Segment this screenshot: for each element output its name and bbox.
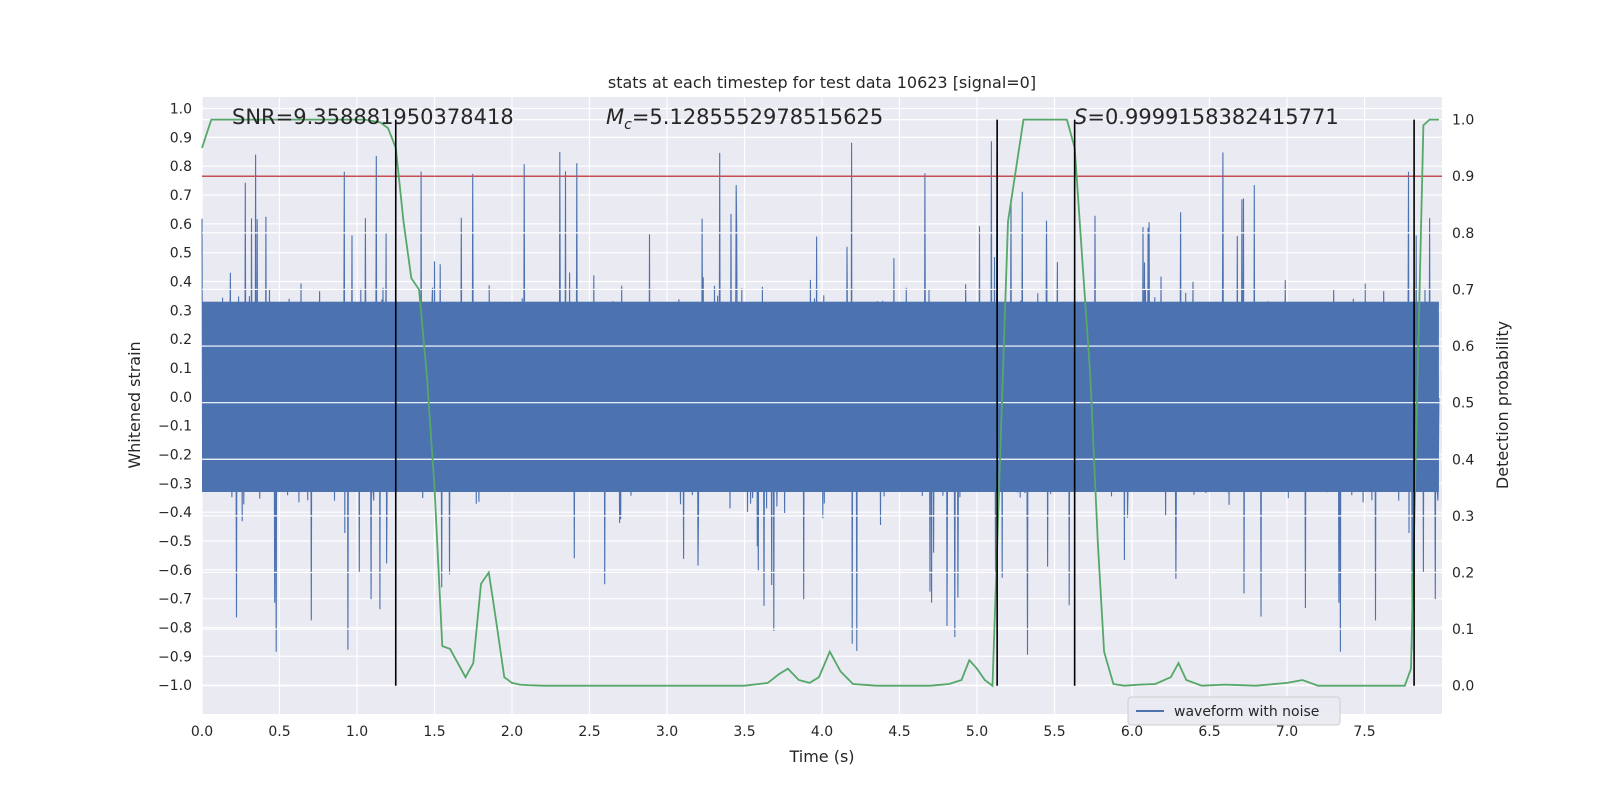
x-tick-label: 5.0 [966, 724, 988, 740]
y-right-tick-label: 0.3 [1452, 509, 1474, 525]
y-right-tick-label: 0.1 [1452, 622, 1474, 638]
y-left-tick-label: 0.4 [170, 275, 192, 291]
y-left-axis-label: Whitened strain [125, 341, 144, 468]
waveform-core-band [202, 301, 1439, 492]
y-right-tick-label: 0.5 [1452, 396, 1474, 412]
y-right-tick-label: 0.8 [1452, 226, 1474, 242]
y-left-tick-label: −0.8 [158, 621, 192, 637]
y-right-tick-label: 0.4 [1452, 452, 1474, 468]
probability-series [201, 118, 1442, 688]
y-left-tick-label: 1.0 [170, 102, 192, 118]
y-left-tick-label: 0.1 [170, 361, 192, 377]
s-annotation: S=0.9999158382415771 [1074, 105, 1339, 129]
x-tick-label: 1.0 [346, 724, 368, 740]
x-axis-label: Time (s) [788, 747, 854, 766]
x-tick-label: 3.5 [733, 724, 755, 740]
y-left-tick-label: 0.7 [170, 188, 192, 204]
y-left-tick-label: −0.7 [158, 592, 192, 608]
y-right-tick-label: 0.2 [1452, 565, 1474, 581]
y-left-tick-label: −0.4 [158, 505, 192, 521]
mc-symbol: M [606, 105, 624, 129]
s-value: =0.9999158382415771 [1087, 105, 1338, 129]
y-left-tick-label: −1.0 [158, 678, 192, 694]
y-right-axis-ticks: 1.0 0.9 0.8 0.7 0.6 0.5 0.4 0.3 0.2 0.1 0.0 [1452, 113, 1474, 695]
y-left-tick-label: −0.3 [158, 476, 192, 492]
waveform-series [201, 119, 1442, 687]
y-right-tick-label: 1.0 [1452, 113, 1474, 129]
x-tick-label: 3.0 [656, 724, 678, 740]
y-left-tick-label: −0.5 [158, 534, 192, 550]
y-left-tick-label: 0.3 [170, 303, 192, 319]
y-right-tick-label: 0.0 [1452, 679, 1474, 695]
y-right-tick-label: 0.7 [1452, 282, 1474, 298]
mc-value: =5.1285552978515625 [632, 105, 883, 129]
s-symbol: S [1074, 105, 1087, 129]
y-right-tick-label: 0.9 [1452, 169, 1474, 185]
x-tick-label: 2.0 [501, 724, 523, 740]
y-left-tick-label: 0.0 [170, 390, 192, 406]
x-tick-label: 4.0 [811, 724, 833, 740]
x-tick-label: 0.5 [268, 724, 290, 740]
y-left-tick-label: 0.9 [170, 130, 192, 146]
y-left-tick-label: −0.6 [158, 563, 192, 579]
mc-annotation: Mc=5.1285552978515625 [606, 105, 883, 133]
probability-line [201, 118, 1439, 688]
snr-annotation: SNR=9.358881950378418 [232, 105, 514, 129]
y-left-tick-label: −0.2 [158, 448, 192, 464]
x-tick-label: 5.5 [1043, 724, 1065, 740]
y-right-axis-label: Detection probability [1493, 321, 1512, 489]
y-left-axis-ticks: 1.0 0.9 0.8 0.7 0.6 0.5 0.4 0.3 0.2 0.1 0.0 −0.1 −0.… [158, 102, 192, 695]
chart-title: stats at each timestep for test data 106… [608, 73, 1036, 92]
y-left-tick-label: 0.5 [170, 246, 192, 262]
y-left-tick-label: 0.6 [170, 217, 192, 233]
y-left-tick-label: 0.2 [170, 332, 192, 348]
y-left-tick-label: −0.1 [158, 419, 192, 435]
x-tick-label: 7.0 [1276, 724, 1298, 740]
x-tick-label: 7.5 [1353, 724, 1375, 740]
y-left-tick-label: −0.9 [158, 649, 192, 665]
x-tick-label: 2.5 [578, 724, 600, 740]
legend-label: waveform with noise [1174, 704, 1319, 720]
x-tick-label: 1.5 [423, 724, 445, 740]
y-right-tick-label: 0.6 [1452, 339, 1474, 355]
legend-box [1127, 696, 1341, 726]
x-axis-ticks: 0.0 0.5 1.0 1.5 2.0 2.5 3.0 3.5 4.0 4.5 5.0 5.5 6.0 6… [191, 724, 1376, 740]
mc-subscript: c [624, 117, 632, 133]
legend: waveform with noise [1127, 696, 1341, 726]
x-tick-label: 0.0 [191, 724, 213, 740]
y-left-tick-label: 0.8 [170, 159, 192, 175]
x-tick-label: 6.0 [1121, 724, 1143, 740]
vertical-markers [394, 119, 1415, 686]
x-tick-label: 4.5 [888, 724, 910, 740]
x-tick-label: 6.5 [1198, 724, 1220, 740]
